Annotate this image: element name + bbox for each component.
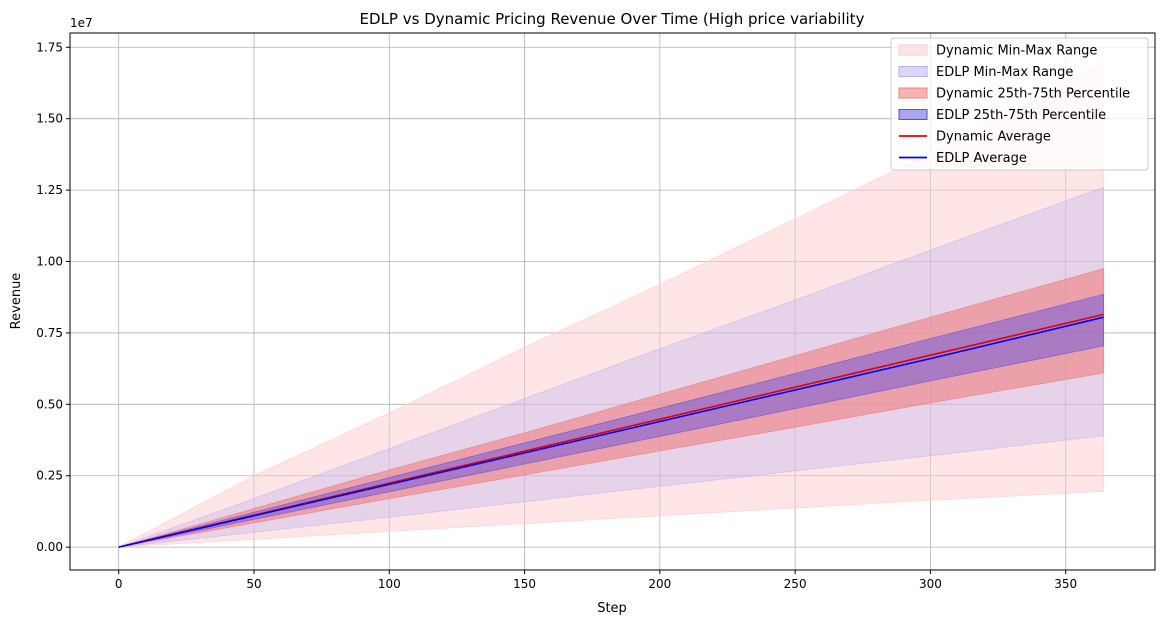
legend-label: Dynamic 25th-75th Percentile: [936, 87, 1130, 102]
x-ticks: 0 50 100 150 200 250 300 350: [115, 570, 1077, 591]
x-tick-label: 50: [246, 577, 261, 591]
legend-swatch: [898, 44, 928, 56]
legend-box: [890, 37, 1149, 171]
legend: Dynamic Min-Max Range EDLP Min-Max Range D…: [890, 37, 1149, 171]
legend-label: EDLP Min-Max Range: [936, 65, 1073, 80]
x-tick-label: 0: [115, 577, 123, 591]
y-tick-label: 0.00: [36, 540, 63, 554]
x-tick-label: 300: [919, 577, 942, 591]
y-scale-label: 1e7: [70, 16, 93, 30]
x-tick-label: 100: [378, 577, 401, 591]
x-axis-label: Step: [597, 601, 627, 616]
line-series-5: [118, 316, 1104, 548]
legend-label: Dynamic Average: [936, 130, 1051, 145]
y-tick-label: 0.75: [36, 326, 63, 340]
y-tick-label: 1.00: [36, 255, 63, 269]
band-series-3: [118, 293, 1104, 548]
legend-label: EDLP 25th-75th Percentile: [936, 108, 1106, 123]
plot-frame: [69, 32, 1156, 571]
x-tick-label: 250: [784, 577, 807, 591]
lines: [118, 313, 1104, 548]
x-tick-label: 350: [1054, 577, 1077, 591]
bands: [118, 60, 1104, 548]
legend-swatch: [898, 109, 928, 120]
y-tick-label: 0.50: [36, 397, 63, 411]
legend-label: EDLP Average: [936, 151, 1027, 166]
x-tick-label: 200: [648, 577, 671, 591]
y-tick-label: 1.75: [36, 40, 63, 54]
legend-swatch: [898, 87, 928, 99]
legend-swatch: [898, 66, 928, 77]
x-tick-label: 150: [513, 577, 536, 591]
chart-title: EDLP vs Dynamic Pricing Revenue Over Tim…: [360, 10, 865, 28]
y-tick-label: 1.50: [36, 112, 63, 126]
y-axis-label: Revenue: [9, 273, 24, 330]
y-ticks: 0.00 0.25 0.50 0.75 1.00 1.25 1.50 1.75: [36, 40, 70, 554]
y-tick-label: 0.25: [36, 469, 63, 483]
y-tick-label: 1.25: [36, 183, 63, 197]
legend-label: Dynamic Min-Max Range: [936, 44, 1097, 59]
